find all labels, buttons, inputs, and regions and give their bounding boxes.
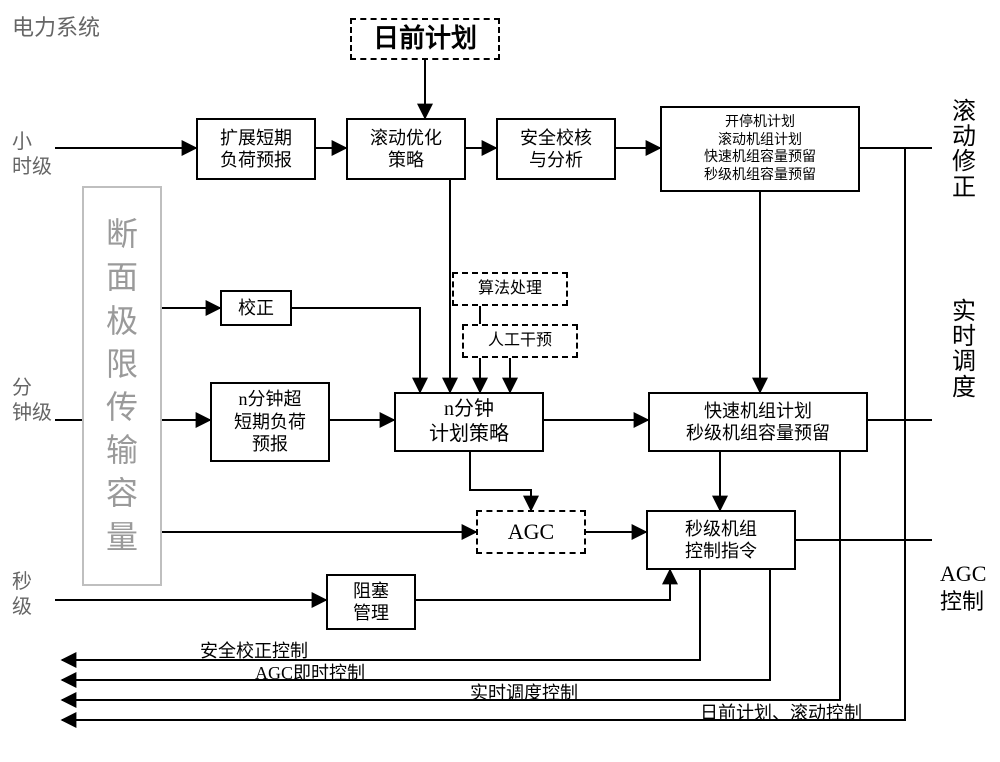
edge-fb_rt_dispatch bbox=[62, 452, 840, 700]
diagram-title: 电力系统 bbox=[12, 14, 100, 42]
left-label-hour: 小 时级 bbox=[12, 130, 52, 180]
edge-fb_agc_rt bbox=[62, 570, 770, 680]
feedback-label-1: AGC即时控制 bbox=[255, 662, 365, 685]
edge-cong_to_cmd bbox=[416, 570, 670, 600]
node-sec_unit_cmd: 秒级机组 控制指令 bbox=[646, 510, 796, 570]
right-label-agc_ctrl: AGC 控制 bbox=[940, 560, 986, 615]
edge-corr_to_nplan bbox=[292, 308, 420, 392]
node-congestion: 阻塞 管理 bbox=[326, 574, 416, 630]
left-label-minute: 分 钟级 bbox=[12, 376, 52, 426]
feedback-label-0: 安全校正控制 bbox=[200, 640, 308, 663]
node-sec_check: 安全校核 与分析 bbox=[496, 118, 616, 180]
node-plan_reserve: 开停机计划 滚动机组计划 快速机组容量预留 秒级机组容量预留 bbox=[660, 106, 860, 192]
node-n_plan: n分钟 计划策略 bbox=[394, 392, 544, 452]
edge-nplan_down bbox=[470, 452, 531, 510]
node-agc: AGC bbox=[476, 510, 586, 554]
node-fast_reserve: 快速机组计划 秒级机组容量预留 bbox=[648, 392, 868, 452]
node-algo: 算法处理 bbox=[452, 272, 568, 306]
section-limit-box: 断面极限传输容量 bbox=[82, 186, 162, 586]
node-n_forecast: n分钟超 短期负荷 预报 bbox=[210, 382, 330, 462]
node-manual: 人工干预 bbox=[462, 324, 578, 358]
node-correction: 校正 bbox=[220, 290, 292, 326]
right-label-rt_dispatch: 实时调度 bbox=[952, 300, 976, 401]
right-label-rolling_fix: 滚动修正 bbox=[952, 100, 976, 201]
node-day_ahead: 日前计划 bbox=[350, 18, 500, 60]
node-ext_forecast: 扩展短期 负荷预报 bbox=[196, 118, 316, 180]
left-label-second: 秒 级 bbox=[12, 570, 32, 620]
node-roll_opt: 滚动优化 策略 bbox=[346, 118, 466, 180]
feedback-label-3: 日前计划、滚动控制 bbox=[700, 702, 862, 725]
diagram-canvas: 电力系统断面极限传输容量小 时级分 钟级秒 级滚动修正实时调度AGC 控制日前计… bbox=[0, 0, 1000, 762]
feedback-label-2: 实时调度控制 bbox=[470, 682, 578, 705]
